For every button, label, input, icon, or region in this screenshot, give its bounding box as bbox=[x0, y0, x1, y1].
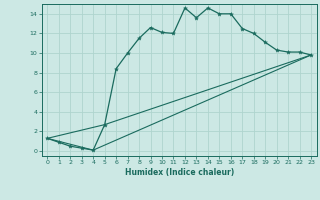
X-axis label: Humidex (Indice chaleur): Humidex (Indice chaleur) bbox=[124, 168, 234, 177]
